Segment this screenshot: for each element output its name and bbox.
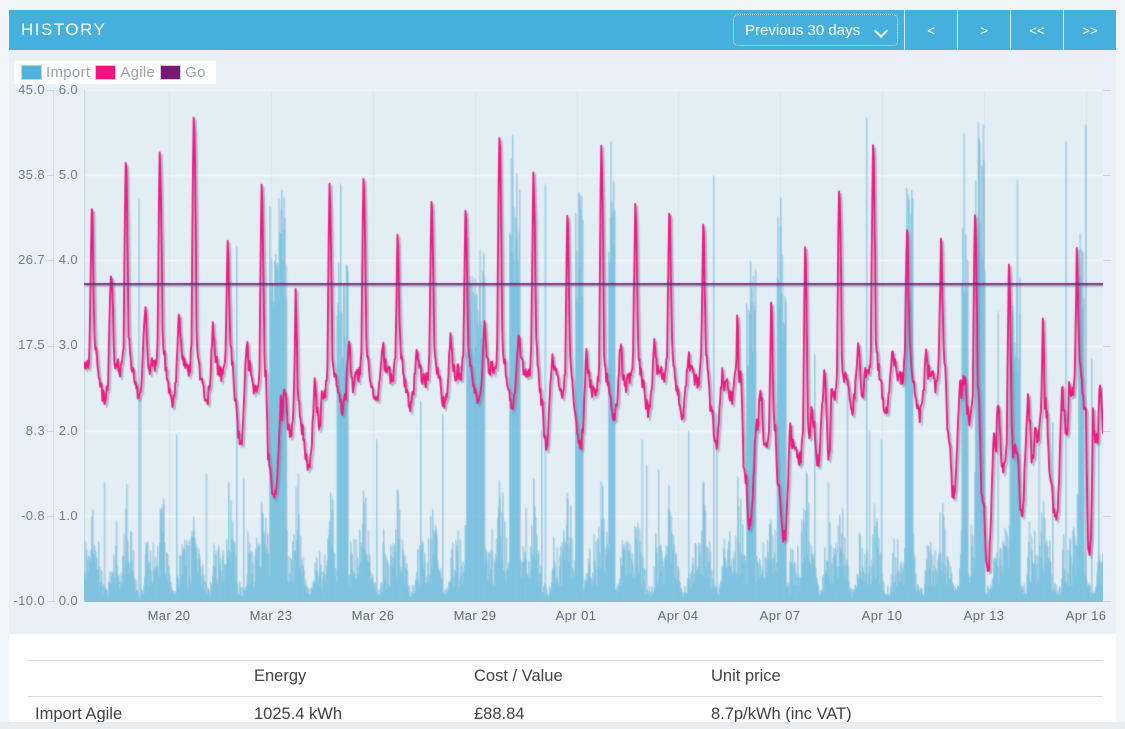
price-axis-tick: 8.3 — [25, 423, 45, 438]
first-button[interactable]: << — [1010, 10, 1063, 50]
col-header-blank — [9, 667, 254, 686]
legend-swatch-go — [160, 65, 182, 80]
history-card: HISTORY Previous 30 days < > << >> Impor… — [0, 10, 1125, 729]
table-divider — [28, 660, 1103, 661]
legend-item-go[interactable]: Go — [157, 64, 206, 81]
x-axis-tick: Apr 01 — [555, 608, 597, 623]
legend-label: Import — [46, 64, 91, 81]
axis-tick-mark — [47, 515, 55, 517]
energy-axis-tick: 4.0 — [58, 252, 78, 267]
axis-tick-mark — [47, 175, 55, 177]
range-select[interactable]: Previous 30 days — [733, 14, 898, 46]
x-axis-tick: Apr 16 — [1065, 608, 1107, 623]
legend-label: Go — [185, 64, 206, 81]
col-header-cost: Cost / Value — [474, 667, 563, 685]
col-header-unit-price: Unit price — [711, 667, 781, 685]
row-cost: £88.84 — [474, 705, 525, 723]
axis-tick-mark — [47, 90, 55, 91]
next-button[interactable]: > — [957, 10, 1010, 50]
axis-tick-mark — [47, 601, 55, 602]
energy-axis-tick: 0.0 — [58, 593, 78, 608]
x-axis-tick: Apr 07 — [759, 608, 801, 623]
legend-swatch-agile — [95, 65, 117, 80]
table-divider — [28, 696, 1103, 697]
table-header-row: Energy Cost / Value Unit price — [9, 667, 1116, 686]
x-axis-tick: Apr 04 — [657, 608, 699, 623]
axis-tick-mark — [1103, 430, 1111, 432]
price-axis-tick: 35.8 — [18, 167, 45, 182]
axis-tick-mark — [1103, 260, 1111, 262]
price-axis-tick: 17.5 — [18, 337, 45, 352]
axis-tick-mark — [1103, 175, 1111, 177]
axis-tick-mark — [1103, 90, 1111, 91]
price-axis-tick: -10.0 — [13, 593, 45, 608]
summary-table: Energy Cost / Value Unit price Import Ag… — [9, 634, 1116, 729]
energy-axis-tick: 2.0 — [58, 423, 78, 438]
history-chart-canvas[interactable] — [84, 90, 1103, 602]
chart-section: Import Agile Go 45.0 35.8 26.7 17.5 8.3 … — [9, 50, 1116, 634]
row-unit-price: 8.7p/kWh (inc VAT) — [711, 705, 852, 723]
x-axis-tick: Mar 29 — [453, 608, 497, 623]
bottom-strip — [0, 722, 1125, 729]
x-axis-tick: Apr 10 — [861, 608, 903, 623]
legend-item-agile[interactable]: Agile — [92, 64, 155, 81]
energy-axis-tick: 6.0 — [58, 82, 78, 97]
last-button[interactable]: >> — [1063, 10, 1116, 50]
price-axis-tick: 26.7 — [18, 252, 45, 267]
header-controls: Previous 30 days < > << >> — [733, 10, 1116, 50]
row-label: Import Agile — [35, 705, 123, 723]
energy-axis-tick: 1.0 — [58, 508, 78, 523]
chart-legend: Import Agile Go — [14, 61, 216, 84]
axis-tick-mark — [1103, 601, 1111, 602]
x-axis-tick: Mar 23 — [249, 608, 293, 623]
page-title: HISTORY — [21, 20, 107, 39]
history-header: HISTORY Previous 30 days < > << >> — [9, 10, 1116, 50]
energy-axis-tick: 3.0 — [58, 337, 78, 352]
price-axis-tick: 45.0 — [18, 82, 45, 97]
axis-tick-mark — [1103, 515, 1111, 517]
axis-tick-mark — [47, 260, 55, 262]
energy-axis-tick: 5.0 — [58, 167, 78, 182]
table-row: Import Agile 1025.4 kWh £88.84 8.7p/kWh … — [9, 705, 1116, 724]
x-axis-tick: Mar 26 — [351, 608, 395, 623]
price-axis-tick: -0.8 — [20, 508, 45, 523]
col-header-energy: Energy — [254, 667, 307, 685]
legend-item-import[interactable]: Import — [18, 64, 90, 81]
axis-tick-mark — [47, 430, 55, 432]
range-select-wrapper: Previous 30 days — [733, 14, 898, 46]
axis-tick-mark — [1103, 345, 1111, 347]
prev-button[interactable]: < — [904, 10, 957, 50]
legend-label: Agile — [120, 64, 156, 81]
legend-swatch-import — [21, 65, 42, 80]
row-energy: 1025.4 kWh — [254, 705, 343, 723]
x-axis-tick: Apr 13 — [963, 608, 1005, 623]
x-axis-tick: Mar 20 — [147, 608, 191, 623]
axis-tick-mark — [47, 345, 55, 347]
